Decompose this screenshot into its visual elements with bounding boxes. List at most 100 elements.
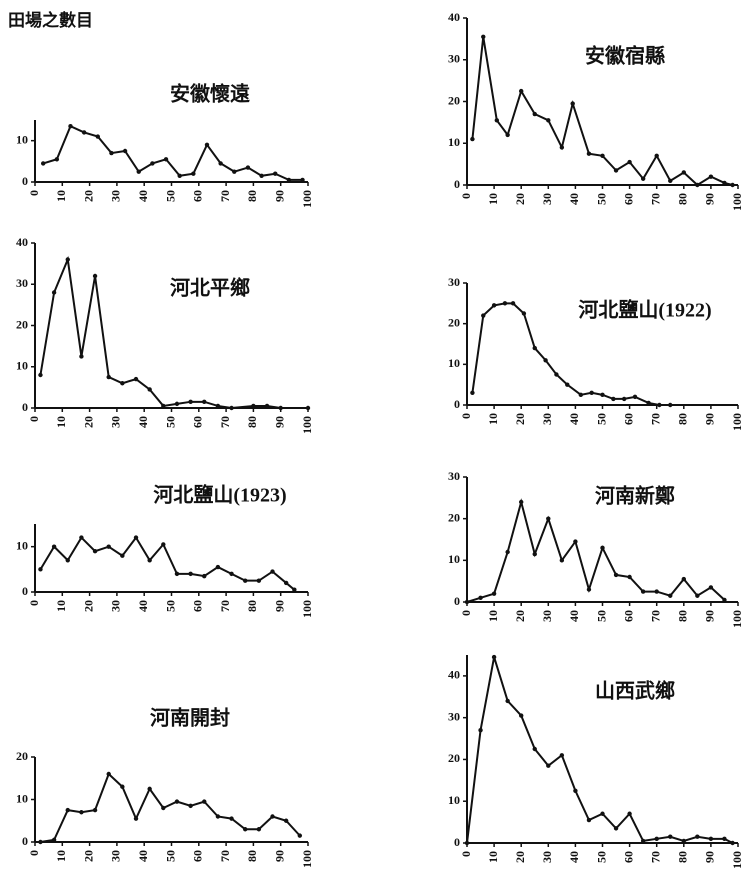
data-point: [92, 549, 98, 554]
x-tick-label: 20: [513, 413, 527, 425]
data-point: [464, 599, 470, 605]
data-point: [681, 838, 686, 844]
data-point: [278, 405, 283, 411]
data-point: [243, 578, 248, 583]
data-point: [191, 171, 196, 176]
data-point: [491, 303, 497, 308]
data-point: [283, 818, 289, 823]
y-tick-label: 0: [454, 397, 460, 411]
data-point: [174, 571, 180, 577]
x-tick-label: 10: [486, 413, 500, 425]
x-tick-label: 50: [594, 610, 608, 622]
data-point: [586, 587, 592, 592]
data-point: [532, 345, 537, 351]
data-point: [722, 597, 727, 603]
x-tick-label: 60: [191, 190, 205, 202]
data-point: [600, 545, 605, 551]
data-point: [494, 118, 500, 123]
x-tick-label: 70: [648, 193, 662, 205]
data-point: [532, 746, 537, 752]
data-point: [491, 654, 497, 660]
x-tick-label: 50: [163, 600, 177, 612]
y-tick-label: 20: [448, 510, 460, 524]
x-tick-label: 40: [136, 416, 150, 428]
data-point: [38, 567, 43, 572]
data-point: [202, 573, 207, 579]
x-tick-label: 10: [486, 193, 500, 205]
x-tick-label: 0: [27, 190, 41, 196]
data-point: [481, 34, 486, 39]
data-point: [92, 807, 98, 813]
data-point: [481, 313, 486, 318]
data-point: [589, 390, 594, 395]
x-tick-label: 80: [245, 416, 259, 428]
data-point: [573, 539, 578, 544]
data-line: [40, 772, 301, 843]
data-point: [174, 799, 180, 804]
x-tick-label: 90: [703, 413, 717, 425]
x-tick-label: 100: [300, 600, 314, 618]
page-title: 田場之數目: [8, 10, 93, 30]
x-tick-label: 100: [730, 851, 744, 869]
data-point: [559, 145, 565, 150]
data-point: [578, 392, 584, 398]
data-point: [546, 118, 551, 123]
y-tick-label: 20: [16, 749, 28, 763]
data-point: [546, 763, 551, 768]
data-point: [708, 836, 714, 842]
x-tick-label: 100: [730, 413, 744, 431]
data-point: [174, 401, 180, 407]
data-point: [79, 810, 84, 815]
x-tick-label: 0: [459, 851, 473, 857]
x-tick-label: 50: [594, 193, 608, 205]
y-tick-label: 40: [16, 235, 28, 249]
y-tick-label: 0: [454, 594, 460, 608]
data-point: [122, 148, 128, 154]
data-point: [519, 499, 524, 505]
data-point: [51, 290, 57, 295]
data-point: [300, 177, 305, 183]
x-tick-label: 20: [81, 850, 95, 862]
data-point: [147, 558, 152, 563]
data-point: [681, 170, 686, 175]
data-point: [202, 399, 207, 405]
y-tick-label: 0: [22, 834, 28, 848]
x-tick-label: 70: [648, 413, 662, 425]
data-point: [627, 574, 632, 580]
data-point: [491, 591, 497, 596]
data-point: [559, 558, 565, 563]
data-point: [283, 580, 289, 586]
x-tick-label: 100: [300, 850, 314, 868]
x-tick-label: 30: [540, 851, 554, 863]
x-tick-label: 90: [272, 850, 286, 862]
data-point: [695, 834, 700, 839]
data-point: [297, 833, 303, 838]
data-point: [543, 358, 548, 363]
x-tick-label: 80: [245, 850, 259, 862]
x-tick-label: 70: [218, 600, 232, 612]
data-point: [120, 381, 125, 386]
data-line: [466, 498, 726, 603]
data-point: [273, 171, 278, 176]
data-point: [251, 403, 256, 409]
x-tick-label: 20: [513, 193, 527, 205]
y-tick-label: 10: [16, 538, 28, 552]
data-point: [245, 165, 251, 170]
x-tick-label: 0: [459, 413, 473, 419]
data-point: [150, 161, 155, 166]
y-tick-label: 10: [448, 356, 460, 370]
x-tick-label: 40: [567, 413, 581, 425]
data-point: [259, 173, 264, 178]
x-tick-label: 40: [567, 193, 581, 205]
data-point: [133, 376, 139, 382]
x-tick-label: 90: [703, 610, 717, 622]
data-point: [611, 396, 616, 402]
data-point: [270, 814, 275, 819]
x-tick-label: 10: [54, 190, 68, 202]
x-tick-label: 90: [272, 416, 286, 428]
data-point: [243, 827, 248, 832]
y-tick-label: 30: [448, 469, 460, 483]
x-tick-label: 10: [54, 850, 68, 862]
data-point: [640, 176, 646, 181]
x-tick-label: 60: [621, 413, 635, 425]
